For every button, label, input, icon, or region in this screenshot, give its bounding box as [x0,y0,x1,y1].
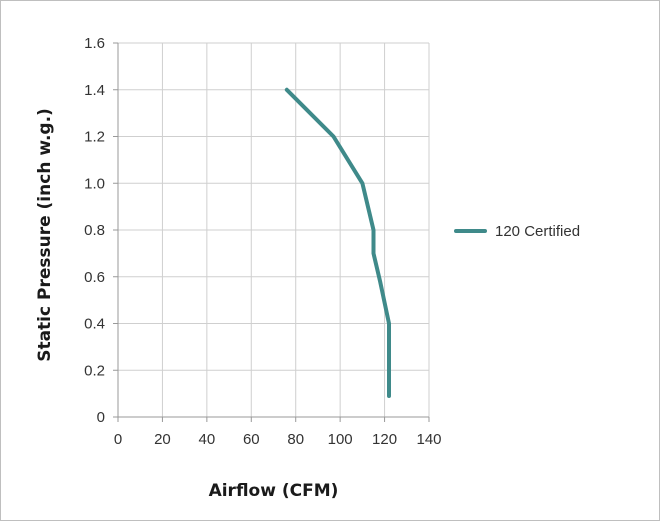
y-tick-label: 0.4 [84,316,105,333]
x-tick-label: 20 [154,431,171,448]
x-tick-label: 40 [199,431,216,448]
legend: 120 Certified [454,223,580,240]
x-tick-label: 120 [372,431,397,448]
series-line [284,87,391,398]
x-tick-label: 60 [243,431,260,448]
legend-label: 120 Certified [495,223,580,240]
series [284,87,391,398]
y-tick-label: 1.2 [84,129,105,146]
x-tick-label: 0 [114,431,122,448]
y-tick-label: 1.0 [84,175,105,192]
axes [117,43,429,418]
x-tick-label: 80 [287,431,304,448]
y-tick-label: 1.4 [84,82,105,99]
y-tick-label: 0.8 [84,222,105,239]
grid [113,42,430,422]
y-tick-label: 0.2 [84,362,105,379]
y-tick-label: 0 [97,409,105,426]
x-tick-label: 100 [328,431,353,448]
y-tick-labels: 0 0.2 0.4 0.6 0.8 1.0 1.2 1.4 1.6 [84,35,105,426]
y-axis-title: Static Pressure (inch w.g.) [35,108,55,362]
y-tick-label: 0.6 [84,269,105,286]
y-tick-label: 1.6 [84,35,105,52]
x-tick-labels: 0 20 40 60 80 100 120 140 [114,431,442,448]
x-axis-title: Airflow (CFM) [209,481,339,501]
x-tick-label: 140 [416,431,441,448]
